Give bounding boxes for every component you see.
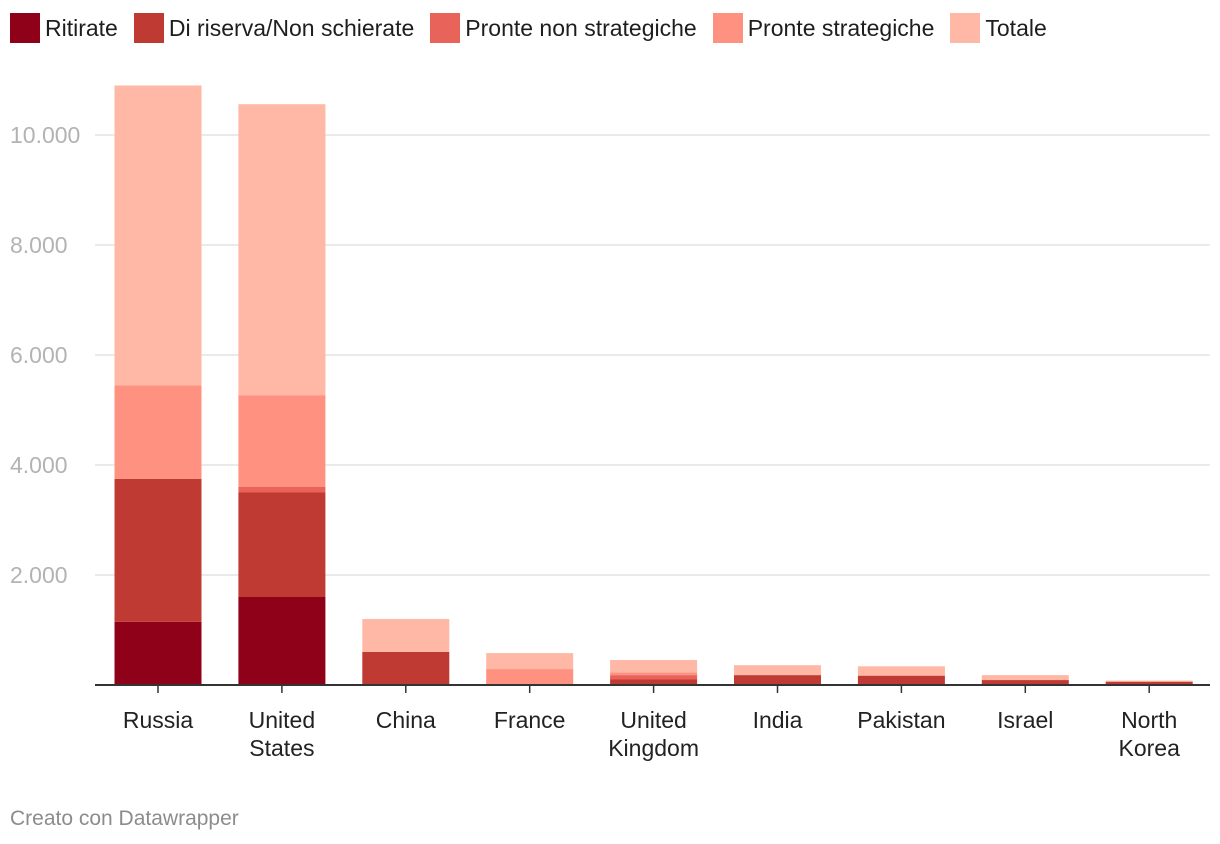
- bar-segment: [362, 619, 450, 652]
- bar-segment: [981, 675, 1069, 681]
- x-tick-label: China: [376, 707, 436, 733]
- legend-label: Di riserva/Non schierate: [168, 14, 415, 41]
- chart-legend: Ritirate Di riserva/Non schierate Pronte…: [10, 12, 1063, 44]
- axis-labels: 2.000 4.000 6.000 8.000 10.000 Russia United St…: [10, 122, 1180, 761]
- bar-segment: [610, 679, 698, 685]
- legend-swatch: [10, 13, 40, 43]
- bar-segment: [486, 669, 574, 685]
- y-tick-label: 2.000: [10, 562, 68, 588]
- bar-segment: [238, 104, 326, 396]
- legend-label: Totale: [985, 14, 1047, 41]
- bar-segment: [238, 487, 326, 493]
- bar-segment: [981, 680, 1069, 685]
- x-tick-label: India: [753, 707, 803, 733]
- bar-segment: [238, 395, 326, 487]
- bar-segment: [1105, 680, 1193, 682]
- legend-item-pronte-strategiche: Pronte strategiche: [712, 13, 935, 43]
- x-tick-label: United States: [249, 707, 315, 761]
- bar-segment: [734, 675, 821, 685]
- x-tick-label: France: [494, 707, 566, 733]
- legend-item-di-riserva: Di riserva/Non schierate: [133, 13, 415, 43]
- legend-item-ritirate: Ritirate: [10, 13, 118, 43]
- x-tick-label: North Korea: [1119, 707, 1181, 761]
- bar-segment: [238, 492, 326, 597]
- bar-segment: [610, 672, 698, 676]
- x-tick-label: United Kingdom: [608, 707, 699, 761]
- bar-segment: [362, 652, 450, 685]
- legend-swatch: [133, 13, 164, 43]
- stacked-bar-chart: 2.000 4.000 6.000 8.000 10.000 Russia United St…: [10, 85, 1210, 761]
- x-axis: [95, 684, 1210, 693]
- x-tick-label: Russia: [123, 707, 194, 733]
- y-tick-label: 6.000: [10, 342, 68, 368]
- legend-label: Pronte non strategiche: [465, 14, 697, 41]
- bars: [114, 85, 1193, 685]
- legend-item-totale: Totale: [950, 13, 1047, 43]
- bar-segment: [486, 653, 574, 670]
- bar-segment: [1105, 681, 1193, 685]
- bar-segment: [114, 385, 202, 479]
- bar-segment: [857, 675, 945, 685]
- legend-swatch: [712, 13, 743, 43]
- y-tick-label: 10.000: [10, 122, 80, 148]
- x-tick-label: Israel: [997, 707, 1053, 733]
- y-tick-label: 4.000: [10, 452, 68, 478]
- bar-segment: [238, 597, 326, 685]
- legend-item-pronte-non-strategiche: Pronte non strategiche: [430, 13, 697, 43]
- legend-swatch: [430, 13, 461, 43]
- bar-segment: [114, 621, 202, 685]
- x-tick-label: Pakistan: [857, 707, 945, 733]
- bar-segment: [114, 478, 202, 622]
- bar-segment: [734, 665, 821, 676]
- bar-segment: [857, 666, 945, 676]
- bar-segment: [114, 85, 202, 386]
- bar-segment: [610, 659, 698, 673]
- legend-label: Ritirate: [45, 14, 118, 41]
- legend-swatch: [950, 13, 981, 43]
- y-tick-label: 8.000: [10, 232, 68, 258]
- legend-label: Pronte strategiche: [747, 14, 935, 41]
- footer-credit: Creato con Datawrapper: [10, 807, 239, 830]
- bar-segment: [610, 675, 698, 680]
